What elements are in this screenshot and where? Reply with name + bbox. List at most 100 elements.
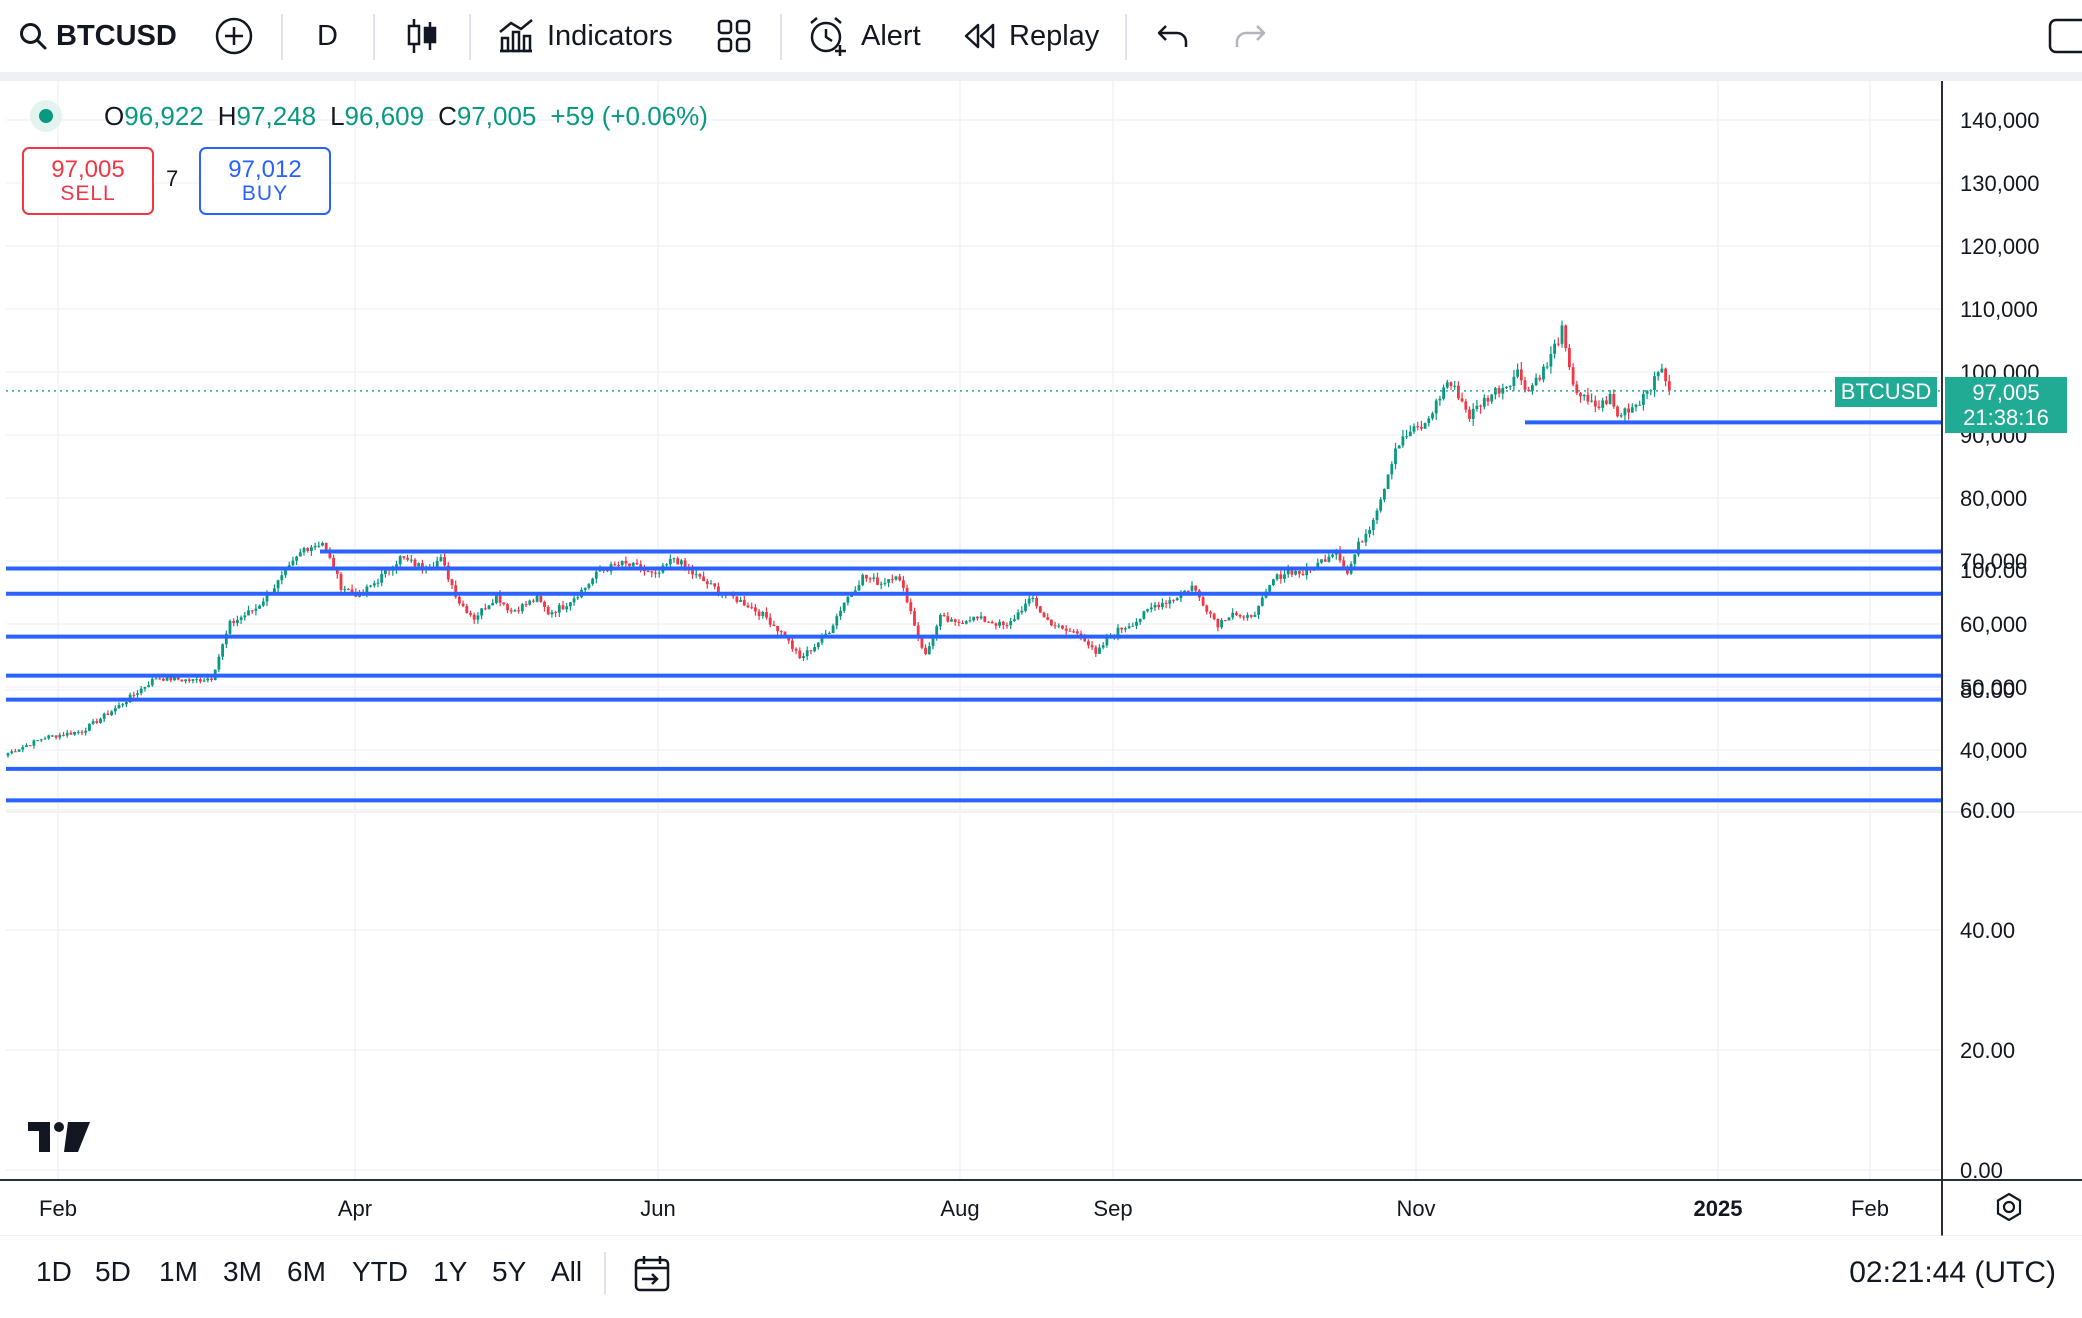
candle-body [1057,625,1061,627]
tradingview-logo[interactable] [28,1120,92,1159]
candle-body [628,563,631,567]
alarm-clock-icon [807,15,849,57]
candle-body [1105,637,1109,646]
candle-body [694,574,698,576]
candle-body [210,678,213,680]
buy-button[interactable]: 97,012 BUY [199,147,331,215]
candle-body [498,594,502,603]
sell-button[interactable]: 97,005 SELL [22,147,154,215]
indicators-button[interactable]: Indicators [497,0,673,72]
sell-price: 97,005 [51,156,125,184]
candle-body [1275,574,1279,580]
candle-body [1320,559,1323,563]
candle-body [750,607,754,609]
settings-icon [1994,1192,2024,1226]
range-button-6m[interactable]: 6M [287,1256,326,1287]
redo-button[interactable] [1234,0,1266,72]
range-button-ytd[interactable]: YTD [352,1256,408,1287]
candle-body [1468,409,1471,420]
high-label: H [217,100,237,131]
candle-body [1297,571,1301,574]
replay-button[interactable]: Replay [963,0,1099,72]
range-button-1y[interactable]: 1Y [433,1256,468,1287]
candle-body [1431,413,1434,419]
candle-body [88,723,91,731]
close-value: 97,005 [456,100,537,131]
layouts-button[interactable] [716,0,752,72]
candle-body [84,730,88,733]
candle-body [1013,619,1016,622]
candle-body [1142,611,1146,619]
time-tick-label: Feb [1851,1196,1889,1221]
candle-body [868,578,872,580]
undo-button[interactable] [1157,0,1189,72]
candle-body [125,702,128,705]
market-status-icon[interactable] [30,100,62,132]
indicators-label: Indicators [547,19,673,52]
candle-body [709,583,713,585]
range-button-5d[interactable]: 5D [95,1256,131,1287]
horizontal-levels[interactable] [6,390,1942,803]
candle-body [520,604,524,612]
candle-body [1490,394,1494,402]
candle-body [1016,612,1020,620]
candle-body [524,604,528,606]
interval-button[interactable]: D [317,0,338,72]
candle-body [939,615,942,627]
candle-body [106,713,110,716]
candle-body [532,600,535,602]
candle-body [976,616,979,619]
candle-body [243,615,247,618]
candle-body [624,560,628,564]
candle-body [691,569,694,575]
candle-body [1442,387,1445,399]
candle-body [1423,423,1427,429]
candle-body [51,735,54,737]
candle-body [509,610,513,612]
panel-toggle-button[interactable] [2048,0,2082,72]
candle-body [36,740,39,742]
range-button-1d[interactable]: 1D [36,1256,72,1287]
candle-body [332,557,335,571]
candle-body [1068,630,1072,632]
candle-body [402,556,406,558]
candle-body [469,612,472,615]
range-button-3m[interactable]: 3M [223,1256,262,1287]
price-tick-label: 80,000 [1960,486,2027,511]
candle-body [964,621,968,624]
candle-body [872,577,876,579]
candle-body [550,612,554,615]
price-tick-label: 140,000 [1960,108,2040,133]
symbol-search[interactable]: BTCUSD [18,0,177,72]
go-to-date-button[interactable] [632,1254,672,1299]
buy-price: 97,012 [228,156,302,184]
candle-body [561,605,565,610]
compare-symbol-button[interactable] [214,0,254,72]
candle-body [273,588,276,594]
candle-body [417,563,421,567]
range-button-all[interactable]: All [551,1256,583,1287]
candle-body [990,621,994,624]
lower-pane-tick-label: 40.00 [1960,918,2015,943]
candle-body [232,620,236,623]
candle-body [672,558,676,560]
alert-button[interactable]: Alert [807,0,921,72]
candle-body [1368,529,1371,534]
range-button-5y[interactable]: 5Y [492,1256,527,1287]
candle-body [613,564,617,566]
chart-type-button[interactable] [405,0,439,72]
candle-body [879,583,883,585]
time-tick-label: Apr [338,1196,372,1221]
chart-settings-button[interactable] [1994,1192,2024,1227]
candle-body [1138,618,1142,622]
candle-body [1575,384,1579,394]
interval-label: D [317,19,338,52]
utc-clock[interactable]: 02:21:44 (UTC) [1849,1256,2056,1289]
range-button-1m[interactable]: 1M [159,1256,198,1287]
candle-body [339,573,343,590]
candle-body [409,559,413,561]
candle-body [439,557,443,561]
candle-body [150,678,154,686]
candle-body [1268,585,1272,592]
